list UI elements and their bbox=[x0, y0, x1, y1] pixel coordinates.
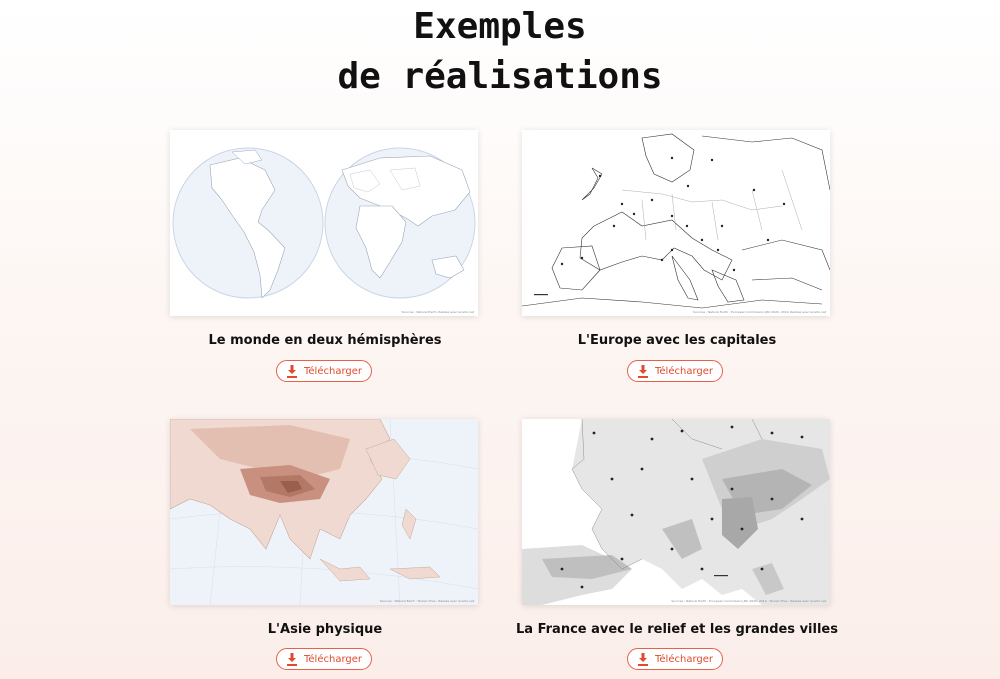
download-button-label: Télécharger bbox=[304, 366, 362, 377]
map-source-note: Sources : Natural Earth ; European Commi… bbox=[671, 599, 827, 603]
card-caption: Le monde en deux hémisphères bbox=[130, 333, 520, 348]
download-button-label: Télécharger bbox=[655, 366, 713, 377]
world-map-image: Sources : Natural Earth. Réalisé avec Gc… bbox=[170, 130, 478, 316]
download-button-label: Télécharger bbox=[655, 654, 713, 665]
page-title-line-2: de réalisations bbox=[0, 52, 1000, 102]
download-icon bbox=[286, 365, 298, 378]
download-icon bbox=[286, 653, 298, 666]
page-title-line-1: Exemples bbox=[0, 2, 1000, 52]
france-map-thumbnail[interactable]: Sources : Natural Earth ; European Commi… bbox=[522, 419, 830, 605]
france-map-image: Sources : Natural Earth ; European Commi… bbox=[522, 419, 830, 605]
europe-map-thumbnail[interactable]: Sources : Natural Earth ; European Commi… bbox=[522, 130, 830, 316]
map-source-note: Sources : Natural Earth. Réalisé avec Gc… bbox=[402, 310, 475, 314]
europe-map-image: Sources : Natural Earth ; European Commi… bbox=[522, 130, 830, 316]
download-button[interactable]: Télécharger bbox=[627, 360, 723, 382]
download-button[interactable]: Télécharger bbox=[276, 360, 372, 382]
download-button[interactable]: Télécharger bbox=[276, 648, 372, 670]
download-button[interactable]: Télécharger bbox=[627, 648, 723, 670]
download-icon bbox=[637, 365, 649, 378]
world-map-thumbnail[interactable]: Sources : Natural Earth. Réalisé avec Gc… bbox=[170, 130, 478, 316]
card-caption: L'Asie physique bbox=[130, 622, 520, 637]
asia-map-thumbnail[interactable]: Sources : Natural Earth ; Terrain Tiles … bbox=[170, 419, 478, 605]
map-source-note: Sources : Natural Earth ; European Commi… bbox=[693, 310, 827, 314]
map-source-note: Sources : Natural Earth ; Terrain Tiles … bbox=[380, 599, 475, 603]
card-caption: La France avec le relief et les grandes … bbox=[482, 622, 872, 637]
page-title: Exemples de réalisations bbox=[0, 2, 1000, 102]
asia-map-image: Sources : Natural Earth ; Terrain Tiles … bbox=[170, 419, 478, 605]
download-icon bbox=[637, 653, 649, 666]
card-caption: L'Europe avec les capitales bbox=[482, 333, 872, 348]
download-button-label: Télécharger bbox=[304, 654, 362, 665]
